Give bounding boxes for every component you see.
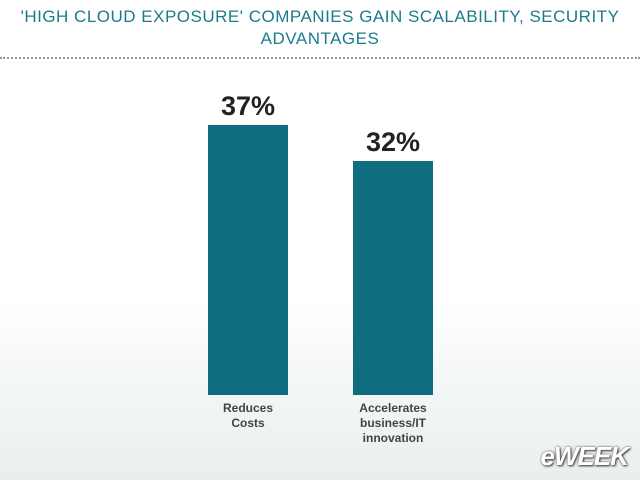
x-tick-label: Reduces Costs xyxy=(222,401,274,430)
x-tick-label: Accelerates business/IT innovation xyxy=(359,401,427,445)
logo: eWEEK xyxy=(540,441,629,471)
divider xyxy=(0,57,640,59)
chart-title: 'HIGH CLOUD EXPOSURE' COMPANIES GAIN SCA… xyxy=(20,7,620,48)
bar xyxy=(208,124,288,395)
bar xyxy=(353,161,433,395)
value-label: 32% xyxy=(365,127,421,158)
value-label: 37% xyxy=(220,90,276,121)
